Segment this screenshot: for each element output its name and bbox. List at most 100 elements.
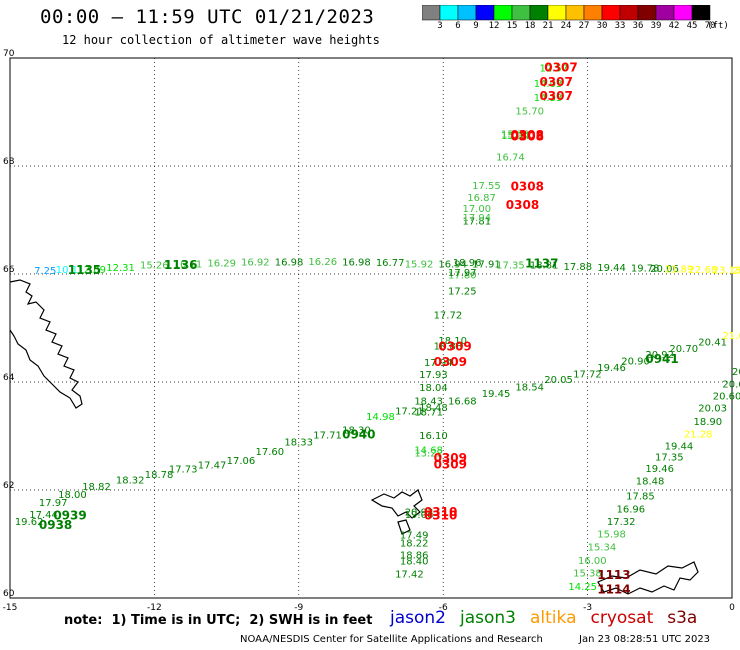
wave-height-label: 19.44: [665, 442, 694, 453]
wave-height-label: 16.00: [578, 556, 607, 567]
colorbar-label: 18: [524, 21, 536, 31]
wave-height-label: 16.98: [275, 257, 304, 268]
wave-height-label: 17.97: [448, 268, 477, 279]
wave-height-label: 18.81: [530, 261, 559, 272]
wave-height-label: 21.28: [684, 430, 713, 441]
wave-height-label: 16.87: [467, 193, 496, 204]
time-label: 0308: [511, 128, 544, 142]
wave-height-label: 15.34: [501, 131, 530, 142]
time-label: 0309: [438, 340, 471, 354]
wave-height-label: 18.00: [58, 490, 87, 501]
wave-height-label: 16.11: [174, 260, 203, 271]
wave-height-label: 18.22: [400, 539, 429, 550]
wave-height-label: 16.98: [342, 257, 371, 268]
wave-height-label: 16.77: [376, 258, 405, 269]
wave-height-label: 18.71: [414, 407, 443, 418]
wave-height-label: 20.92: [645, 350, 674, 361]
wave-height-label: 17.32: [607, 517, 636, 528]
wave-height-label: 18.96: [453, 258, 482, 269]
wave-height-label: 16.26: [308, 257, 337, 268]
colorbar-label: 3: [437, 21, 443, 31]
wave-height-label: 17.44: [29, 510, 58, 521]
wave-height-label: 18.33: [284, 438, 313, 449]
wave-height-label: 23.13: [713, 265, 740, 276]
colorbar-label: 6: [455, 21, 461, 31]
lat-tick-label: 70: [3, 49, 15, 59]
page-title: 00:00 – 11:59 UTC 01/21/2023: [40, 6, 375, 28]
page-subtitle: 12 hour collection of altimeter wave hei…: [62, 33, 380, 47]
wave-height-label: 19.06: [405, 510, 434, 521]
coastline-shetland: [597, 561, 699, 595]
colorbar-label: 39: [650, 21, 662, 31]
wave-height-label: 17.21: [395, 406, 424, 417]
time-label: 0308: [506, 198, 539, 212]
wave-height-label: 17.71: [313, 431, 342, 442]
wave-height-label: 20.03: [698, 404, 727, 415]
wave-height-label: 17.94: [462, 213, 491, 224]
lon-tick-label: -6: [439, 603, 448, 613]
map-frame: [9, 57, 733, 599]
colorbar-label: 9: [473, 21, 479, 31]
wave-height-label: 20.70: [669, 344, 698, 355]
wave-height-label: 20.90: [621, 357, 650, 368]
wave-height-label: 17.94: [424, 358, 453, 369]
colorbar-label: 24: [560, 21, 572, 31]
wave-height-label: 18.54: [515, 383, 544, 394]
time-label: 0310: [424, 505, 457, 519]
wave-height-label: 17.00: [462, 204, 491, 215]
wave-height-label: 16.68: [448, 397, 477, 408]
lat-tick-label: 62: [3, 481, 14, 491]
lon-tick-label: -12: [147, 603, 162, 613]
time-label: 0307: [539, 89, 572, 103]
wave-height-label: 18.90: [693, 417, 722, 428]
wave-height-label: 15.70: [515, 107, 544, 118]
wave-height-label: 18.82: [82, 482, 111, 493]
satellite-legend: jason2 jason3 altika cryosat s3a: [390, 608, 711, 628]
legend-item-jason2: jason2: [390, 608, 446, 628]
wave-height-label: 17.80: [448, 270, 477, 281]
wave-height-label: 17.49: [400, 531, 429, 542]
colorbar-swatch: [691, 5, 711, 21]
time-label: 0941: [645, 352, 678, 366]
wave-height-label: 15.26: [140, 261, 169, 272]
time-label: 0940: [342, 428, 375, 442]
wave-height-label: 21.62: [722, 331, 740, 342]
generated-time: Jan 23 08:28:51 UTC 2023: [579, 634, 711, 645]
legend-item-jason3: jason3: [460, 608, 516, 628]
wave-height-label: 18.48: [636, 477, 665, 488]
time-label: 0309: [434, 451, 467, 465]
wave-height-label: 19.44: [597, 263, 626, 274]
lon-tick-label: -9: [294, 603, 303, 613]
wave-height-label: 20.81: [732, 367, 740, 378]
credit-text: NOAA/NESDIS Center for Satellite Applica…: [240, 634, 543, 645]
wave-height-label: 19.45: [482, 389, 511, 400]
wave-height-label: 20.60: [713, 391, 740, 402]
wave-height-label: 13.22: [414, 449, 443, 460]
wave-height-label: 19.78: [631, 263, 660, 274]
wave-height-label: 17.73: [169, 465, 198, 476]
colorbar-label: 36: [632, 21, 644, 31]
wave-height-label: 12.31: [106, 263, 135, 274]
colorbar-label: 27: [578, 21, 590, 31]
wave-height-label: 18.10: [438, 336, 467, 347]
wave-height-label: 15.34: [588, 542, 617, 553]
wave-height-label: 24.19: [732, 266, 740, 277]
wave-height-label: 17.35: [496, 261, 525, 272]
wave-height-label: 14.98: [366, 412, 395, 423]
lat-tick-label: 64: [3, 373, 15, 383]
time-label: 0938: [39, 518, 72, 532]
time-label: 1137: [525, 257, 558, 271]
wave-height-label: 18.04: [419, 383, 448, 394]
wave-height-label: 18.43: [414, 397, 443, 408]
time-label: 0307: [539, 75, 572, 89]
colorbar-label: 45: [686, 21, 698, 31]
lat-tick-label: 60: [3, 589, 15, 599]
wave-height-label: 10.11: [56, 265, 85, 276]
lat-tick-label: 66: [3, 265, 15, 275]
wave-height-label: 15.38: [501, 129, 530, 140]
time-label: 1136: [164, 258, 197, 272]
lat-tick-label: 68: [3, 157, 15, 167]
wave-height-label: 20.05: [544, 375, 573, 386]
wave-height-label: 16.92: [241, 257, 270, 268]
